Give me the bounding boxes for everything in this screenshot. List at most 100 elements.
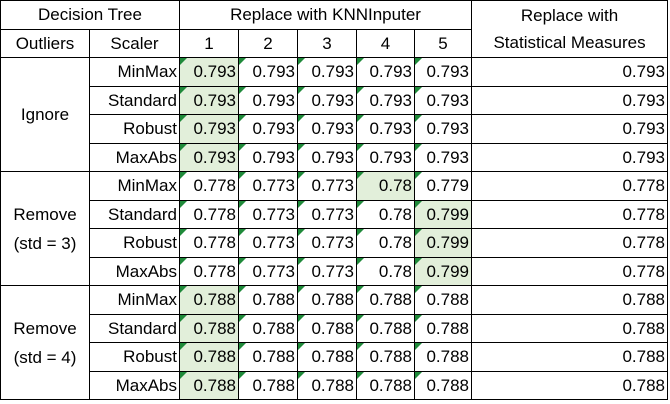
outliers-group-cell[interactable]: Ignore bbox=[0, 57, 90, 172]
knn-value-cell[interactable]: 0.78 bbox=[356, 199, 415, 229]
knn-value-cell[interactable]: 0.788 bbox=[179, 313, 239, 343]
knn-value-cell[interactable]: 0.793 bbox=[179, 85, 239, 115]
knn-value-cell[interactable]: 0.788 bbox=[413, 285, 473, 315]
knn-value-cell[interactable]: 0.793 bbox=[238, 85, 298, 115]
stat-value-cell[interactable]: 0.788 bbox=[471, 313, 669, 343]
k3-header[interactable]: 3 bbox=[297, 28, 357, 58]
knn-value-cell[interactable]: 0.773 bbox=[297, 199, 357, 229]
knn-value-cell[interactable]: 0.778 bbox=[179, 199, 239, 229]
stat-value-cell[interactable]: 0.793 bbox=[471, 142, 669, 172]
knn-value-cell[interactable]: 0.793 bbox=[356, 142, 415, 172]
stat-value-cell[interactable]: 0.778 bbox=[471, 256, 669, 286]
knn-value-cell[interactable]: 0.793 bbox=[179, 114, 239, 144]
knn-value-cell[interactable]: 0.788 bbox=[413, 342, 473, 372]
stat-value-cell[interactable]: 0.788 bbox=[471, 342, 669, 372]
scaler-cell[interactable]: Standard bbox=[89, 313, 180, 343]
stat-value-cell[interactable]: 0.793 bbox=[471, 85, 669, 115]
stat-value-cell[interactable]: 0.793 bbox=[471, 114, 669, 144]
knn-value-cell[interactable]: 0.793 bbox=[413, 114, 473, 144]
knn-value-cell[interactable]: 0.799 bbox=[413, 228, 473, 258]
knn-value-cell[interactable]: 0.793 bbox=[413, 57, 473, 87]
knn-value-cell[interactable]: 0.793 bbox=[356, 85, 415, 115]
knn-value-cell[interactable]: 0.793 bbox=[413, 85, 473, 115]
knn-value-cell[interactable]: 0.778 bbox=[179, 171, 239, 201]
knn-value-cell[interactable]: 0.788 bbox=[297, 285, 357, 315]
knn-value-cell[interactable]: 0.788 bbox=[297, 313, 357, 343]
knn-value-cell[interactable]: 0.788 bbox=[238, 285, 298, 315]
scaler-cell[interactable]: Robust bbox=[89, 228, 180, 258]
knn-value-cell[interactable]: 0.799 bbox=[413, 199, 473, 229]
outliers-header[interactable]: Outliers bbox=[0, 28, 90, 58]
knn-value-cell[interactable]: 0.793 bbox=[413, 142, 473, 172]
knn-value-cell[interactable]: 0.773 bbox=[297, 256, 357, 286]
knn-value-cell[interactable]: 0.793 bbox=[297, 57, 357, 87]
knn-value-cell[interactable]: 0.788 bbox=[238, 313, 298, 343]
knn-value-cell[interactable]: 0.788 bbox=[297, 370, 357, 400]
knn-value-cell[interactable]: 0.793 bbox=[356, 114, 415, 144]
knn-value-cell[interactable]: 0.788 bbox=[356, 370, 415, 400]
knn-value-cell[interactable]: 0.799 bbox=[413, 256, 473, 286]
knn-value-cell[interactable]: 0.793 bbox=[179, 57, 239, 87]
knn-group-header[interactable]: Replace with KNNInputer bbox=[178, 0, 473, 30]
knn-value-cell[interactable]: 0.793 bbox=[179, 142, 239, 172]
knn-value-cell[interactable]: 0.788 bbox=[356, 342, 415, 372]
outliers-group-cell[interactable]: Remove (std = 3) bbox=[0, 171, 90, 286]
k2-header[interactable]: 2 bbox=[238, 28, 298, 58]
outliers-group-label-line2: (std = 4) bbox=[13, 347, 77, 367]
knn-value-cell[interactable]: 0.78 bbox=[356, 171, 415, 201]
knn-value-cell[interactable]: 0.778 bbox=[179, 228, 239, 258]
knn-value-cell[interactable]: 0.788 bbox=[238, 370, 298, 400]
scaler-cell[interactable]: MaxAbs bbox=[89, 370, 180, 400]
scaler-header[interactable]: Scaler bbox=[89, 28, 180, 58]
scaler-cell[interactable]: MinMax bbox=[89, 171, 180, 201]
scaler-cell[interactable]: Standard bbox=[89, 85, 180, 115]
knn-value-cell[interactable]: 0.773 bbox=[297, 228, 357, 258]
stat-value-cell[interactable]: 0.778 bbox=[471, 171, 669, 201]
knn-value-cell[interactable]: 0.793 bbox=[297, 142, 357, 172]
table-row: Standard 0.778 0.773 0.773 0.78 0.799 0.778 bbox=[1, 199, 669, 229]
knn-value-cell[interactable]: 0.793 bbox=[238, 142, 298, 172]
knn-value-cell[interactable]: 0.78 bbox=[356, 256, 415, 286]
stat-value-cell[interactable]: 0.788 bbox=[471, 370, 669, 400]
knn-value-cell[interactable]: 0.788 bbox=[413, 313, 473, 343]
knn-value-cell[interactable]: 0.773 bbox=[238, 256, 298, 286]
knn-value-cell[interactable]: 0.773 bbox=[297, 171, 357, 201]
knn-value-cell[interactable]: 0.773 bbox=[238, 228, 298, 258]
knn-value-cell[interactable]: 0.788 bbox=[297, 342, 357, 372]
knn-value-cell[interactable]: 0.788 bbox=[179, 342, 239, 372]
stat-group-header[interactable]: Replace with Statistical Measures bbox=[471, 0, 669, 58]
knn-value-cell[interactable]: 0.793 bbox=[238, 114, 298, 144]
stat-value-cell[interactable]: 0.793 bbox=[471, 57, 669, 87]
knn-value-cell[interactable]: 0.78 bbox=[356, 228, 415, 258]
knn-value-cell[interactable]: 0.793 bbox=[297, 114, 357, 144]
k1-header[interactable]: 1 bbox=[179, 28, 239, 58]
knn-value-cell[interactable]: 0.779 bbox=[413, 171, 473, 201]
stat-value-cell[interactable]: 0.778 bbox=[471, 228, 669, 258]
knn-value-cell[interactable]: 0.788 bbox=[238, 342, 298, 372]
knn-value-cell[interactable]: 0.788 bbox=[356, 285, 415, 315]
scaler-cell[interactable]: MinMax bbox=[89, 285, 180, 315]
knn-value-cell[interactable]: 0.788 bbox=[179, 370, 239, 400]
knn-value-cell[interactable]: 0.773 bbox=[238, 199, 298, 229]
scaler-cell[interactable]: MaxAbs bbox=[89, 142, 180, 172]
stat-value-cell[interactable]: 0.778 bbox=[471, 199, 669, 229]
knn-value-cell[interactable]: 0.793 bbox=[297, 85, 357, 115]
k5-header[interactable]: 5 bbox=[413, 28, 473, 58]
knn-value-cell[interactable]: 0.788 bbox=[413, 370, 473, 400]
knn-value-cell[interactable]: 0.778 bbox=[179, 256, 239, 286]
knn-value-cell[interactable]: 0.793 bbox=[238, 57, 298, 87]
scaler-cell[interactable]: Robust bbox=[89, 342, 180, 372]
k4-header[interactable]: 4 bbox=[356, 28, 415, 58]
scaler-cell[interactable]: Robust bbox=[89, 114, 180, 144]
knn-value-cell[interactable]: 0.788 bbox=[179, 285, 239, 315]
scaler-cell[interactable]: Standard bbox=[89, 199, 180, 229]
scaler-cell[interactable]: MaxAbs bbox=[89, 256, 180, 286]
model-header[interactable]: Decision Tree bbox=[0, 0, 180, 30]
knn-value-cell[interactable]: 0.773 bbox=[238, 171, 298, 201]
stat-value-cell[interactable]: 0.788 bbox=[471, 285, 669, 315]
scaler-cell[interactable]: MinMax bbox=[89, 57, 180, 87]
knn-value-cell[interactable]: 0.788 bbox=[356, 313, 415, 343]
outliers-group-cell[interactable]: Remove (std = 4) bbox=[0, 285, 90, 400]
knn-value-cell[interactable]: 0.793 bbox=[356, 57, 415, 87]
